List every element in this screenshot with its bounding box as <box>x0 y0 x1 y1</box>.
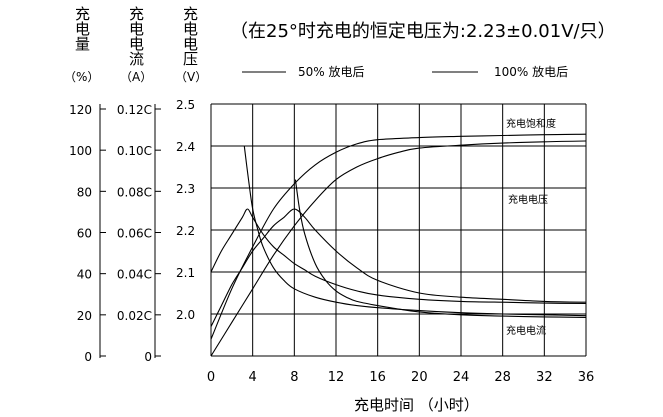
voltage-tick-label-1: 2.4 <box>176 140 195 154</box>
capacity-tick-label-0: 120 <box>69 103 92 117</box>
chart-title: （在25°时充电的恒定电压为:2.23±0.01V/只） <box>230 21 616 42</box>
curve-series-2 <box>210 208 587 305</box>
voltage-tick-label-3: 2.2 <box>176 224 195 238</box>
axis-unit-capacity: （%） <box>64 70 99 84</box>
legend-label-100: 100% 放电后 <box>494 64 568 79</box>
current-tick-label-1: 0.10C <box>117 144 152 158</box>
x-tick-label-8: 32 <box>536 370 553 385</box>
curve-series-5 <box>294 179 587 318</box>
x-tick-label-4: 16 <box>369 370 386 385</box>
capacity-tick-label-6: 0 <box>84 350 92 364</box>
current-tick-label-6: 0 <box>144 350 152 364</box>
x-axis-ticks: 0 4 8 12 16 20 24 28 32 36 <box>207 370 594 385</box>
x-tick-label-2: 8 <box>290 370 298 385</box>
x-tick-label-6: 24 <box>453 370 470 385</box>
voltage-tick-label-5: 2.0 <box>176 308 195 322</box>
curve-series-4 <box>243 145 587 317</box>
axis-spines <box>99 104 156 358</box>
annotation-saturation: 充电饱和度 <box>506 117 556 130</box>
current-tick-label-2: 0.08C <box>117 185 152 199</box>
axis-title-current: 充电电流 <box>127 6 145 67</box>
axis-unit-current: （A） <box>120 70 152 84</box>
x-tick-label-7: 28 <box>494 370 511 385</box>
left-axis-ticks: 120 0.12C 100 0.10C 80 0.08C 60 0.06C 40 0.04C 20 0… <box>69 103 161 364</box>
x-axis-title: 充电时间 （小时） <box>354 396 479 414</box>
grid: 2.5 2.4 2.3 2.2 2.1 2.0 <box>176 98 587 357</box>
curve-series-1 <box>210 140 587 357</box>
axis-unit-voltage: （V） <box>175 70 207 84</box>
current-tick-label-5: 0.02C <box>117 309 152 323</box>
capacity-tick-label-5: 20 <box>77 309 92 323</box>
current-tick-label-4: 0.04C <box>117 268 152 282</box>
capacity-tick-label-3: 60 <box>77 227 92 241</box>
legend-label-50: 50% 放电后 <box>298 64 365 79</box>
capacity-tick-label-4: 40 <box>77 268 92 282</box>
x-tick-label-1: 4 <box>249 370 257 385</box>
annotation-current: 充电电流 <box>506 324 546 337</box>
curve-series-3 <box>210 208 587 327</box>
current-tick-label-3: 0.06C <box>117 227 152 241</box>
voltage-tick-label-4: 2.1 <box>176 266 195 280</box>
curve-series-0 <box>210 133 587 340</box>
x-tick-label-9: 36 <box>578 370 595 385</box>
axis-title-voltage: 充电电压 <box>181 6 199 66</box>
x-tick-label-3: 12 <box>328 370 345 385</box>
voltage-tick-label-0: 2.5 <box>176 98 195 112</box>
axis-label-capacity: 充电量 <box>73 6 91 51</box>
axis-label-current: 充电电流 <box>127 6 145 67</box>
curves <box>210 133 587 357</box>
axis-label-voltage: 充电电压 <box>181 6 199 66</box>
voltage-tick-label-2: 2.3 <box>176 182 195 196</box>
capacity-tick-label-1: 100 <box>69 144 92 158</box>
capacity-tick-label-2: 80 <box>77 185 92 199</box>
current-tick-label-0: 0.12C <box>117 103 152 117</box>
axis-title-capacity: 充电量 <box>73 6 91 51</box>
annotation-voltage: 充电电压 <box>508 193 548 206</box>
legend: 50% 放电后 100% 放电后 <box>242 64 568 79</box>
x-tick-label-5: 20 <box>411 370 428 385</box>
x-tick-label-0: 0 <box>207 370 215 385</box>
